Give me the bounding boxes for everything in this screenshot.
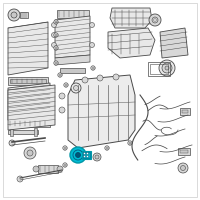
Bar [82, 151, 91, 159]
Circle shape [54, 46, 58, 50]
Polygon shape [8, 83, 50, 120]
Circle shape [54, 33, 58, 37]
Circle shape [64, 83, 68, 87]
Circle shape [52, 22, 57, 27]
Circle shape [58, 73, 62, 77]
Bar [20, 12, 28, 18]
Bar [148, 62, 170, 76]
Bar [182, 110, 188, 113]
Circle shape [154, 19, 156, 21]
Circle shape [90, 43, 95, 47]
Circle shape [63, 146, 67, 150]
Bar [83, 152, 90, 158]
Polygon shape [160, 28, 188, 58]
Circle shape [84, 156, 86, 158]
Circle shape [24, 147, 36, 159]
Circle shape [59, 107, 65, 113]
Circle shape [52, 32, 57, 38]
Bar [150, 64, 168, 74]
Circle shape [152, 17, 158, 23]
Bar [8, 130, 38, 134]
Circle shape [74, 86, 78, 90]
Circle shape [59, 93, 65, 99]
Polygon shape [55, 16, 90, 58]
Circle shape [159, 60, 175, 76]
Circle shape [86, 156, 88, 158]
Circle shape [93, 153, 101, 161]
Circle shape [90, 22, 95, 27]
Circle shape [9, 140, 15, 146]
Circle shape [63, 163, 67, 167]
Circle shape [52, 43, 57, 47]
Bar [178, 148, 190, 155]
Bar [38, 165, 58, 173]
Polygon shape [110, 8, 152, 28]
Circle shape [97, 75, 103, 81]
Bar [8, 120, 50, 127]
Circle shape [8, 9, 20, 21]
Circle shape [82, 77, 88, 83]
Circle shape [149, 14, 161, 26]
Circle shape [180, 166, 186, 170]
Polygon shape [8, 85, 55, 130]
Circle shape [165, 66, 169, 70]
Circle shape [33, 166, 39, 172]
Circle shape [27, 150, 33, 156]
Circle shape [86, 152, 88, 154]
Bar [10, 128, 13, 136]
Circle shape [128, 141, 132, 145]
Polygon shape [8, 22, 48, 75]
Bar [8, 77, 48, 85]
Circle shape [57, 166, 63, 172]
Circle shape [84, 152, 86, 154]
Bar [57, 10, 89, 18]
Polygon shape [68, 75, 135, 148]
Circle shape [73, 150, 83, 160]
Bar [34, 128, 37, 136]
Circle shape [91, 66, 95, 70]
Circle shape [71, 83, 81, 93]
Bar [180, 150, 188, 153]
Bar [60, 68, 85, 73]
Circle shape [178, 163, 188, 173]
Circle shape [17, 176, 23, 182]
Circle shape [105, 146, 109, 150]
Circle shape [162, 63, 172, 73]
Polygon shape [55, 55, 90, 65]
Circle shape [70, 147, 86, 163]
Circle shape [95, 155, 99, 159]
Circle shape [11, 12, 17, 18]
Circle shape [113, 74, 119, 80]
Bar [10, 79, 46, 83]
Bar [180, 108, 190, 115]
Polygon shape [108, 28, 155, 58]
Circle shape [54, 20, 58, 24]
Circle shape [54, 61, 58, 65]
Circle shape [76, 152, 80, 158]
